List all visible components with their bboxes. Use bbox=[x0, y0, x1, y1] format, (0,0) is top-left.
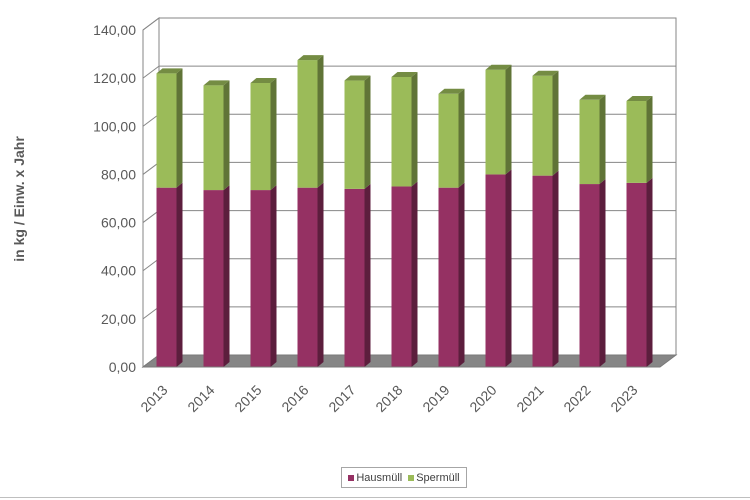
bar-spermuell bbox=[297, 60, 318, 188]
bar-side bbox=[646, 96, 653, 183]
gridline-side bbox=[142, 17, 160, 31]
bar-top bbox=[203, 80, 230, 86]
bar-side bbox=[458, 88, 465, 188]
gridline-side bbox=[142, 65, 160, 79]
bar-hausmuell bbox=[203, 190, 224, 367]
gridline-side bbox=[142, 210, 160, 223]
bar-side bbox=[176, 68, 183, 188]
x-tick-label: 2020 bbox=[466, 382, 499, 415]
bar-spermuell bbox=[485, 69, 506, 175]
bar-side bbox=[364, 183, 371, 367]
bar-hausmuell bbox=[579, 184, 600, 367]
y-tick-label: 0,00 bbox=[109, 359, 136, 375]
y-tick-label: 120,00 bbox=[93, 70, 136, 86]
bar-spermuell bbox=[579, 99, 600, 185]
bar-side bbox=[223, 80, 230, 191]
bar-spermuell bbox=[532, 75, 553, 176]
x-tick-label: 2015 bbox=[231, 382, 264, 415]
bar-hausmuell bbox=[438, 187, 459, 367]
bar-side bbox=[317, 182, 324, 367]
gridline-side bbox=[142, 162, 160, 175]
bar-side bbox=[505, 64, 512, 175]
bar-spermuell bbox=[438, 93, 459, 188]
bar-top bbox=[391, 71, 418, 77]
bar-top bbox=[438, 88, 465, 94]
bar-top bbox=[344, 75, 371, 81]
x-tick-label: 2013 bbox=[137, 382, 170, 415]
legend-swatch-hausmuell bbox=[348, 474, 355, 481]
gridline-side bbox=[142, 113, 160, 127]
bar-top bbox=[579, 94, 606, 100]
x-tick-label: 2019 bbox=[419, 382, 452, 415]
legend-swatch-spermuell bbox=[408, 474, 415, 481]
bar-hausmuell bbox=[156, 187, 177, 367]
y-tick-label: 80,00 bbox=[101, 166, 136, 182]
bar-top bbox=[156, 68, 183, 74]
bar-side bbox=[411, 181, 418, 367]
bar-spermuell bbox=[391, 76, 412, 187]
bar-side bbox=[552, 70, 559, 176]
bar-side bbox=[364, 75, 371, 189]
y-tick-label: 100,00 bbox=[93, 118, 136, 134]
x-tick-label: 2016 bbox=[278, 382, 311, 415]
y-tick-label: 60,00 bbox=[101, 215, 136, 231]
bar-side bbox=[458, 182, 465, 367]
y-tick-label: 140,00 bbox=[93, 22, 136, 38]
x-tick-label: 2021 bbox=[513, 382, 546, 415]
y-tick-label: 20,00 bbox=[101, 311, 136, 327]
legend-label-spermuell: Spermüll bbox=[416, 471, 460, 484]
bar-top bbox=[532, 70, 559, 76]
bar-side bbox=[270, 77, 277, 191]
bar-top bbox=[626, 96, 653, 102]
bar-side bbox=[505, 169, 512, 367]
bar-side bbox=[317, 55, 324, 188]
bar-hausmuell bbox=[626, 182, 647, 367]
bar-hausmuell bbox=[391, 186, 412, 367]
bar-side bbox=[176, 182, 183, 367]
legend-item-hausmuell: Hausmüll bbox=[348, 472, 402, 484]
bar-hausmuell bbox=[532, 175, 553, 367]
x-tick-label: 2017 bbox=[325, 382, 358, 415]
bar-side bbox=[223, 185, 230, 367]
bar-side bbox=[411, 71, 418, 187]
bottom-border bbox=[0, 497, 750, 498]
y-axis-label: in kg / Einw. x Jahr bbox=[11, 136, 27, 262]
legend: Hausmüll Spermüll bbox=[341, 467, 467, 488]
legend-item-spermuell: Spermüll bbox=[408, 471, 460, 484]
bar-side bbox=[552, 170, 559, 367]
gridline-side bbox=[142, 258, 160, 272]
y-tick-label: 40,00 bbox=[101, 263, 136, 279]
x-tick-label: 2023 bbox=[607, 382, 640, 415]
bar-spermuell bbox=[250, 82, 271, 191]
legend-label-hausmuell: Hausmüll bbox=[356, 471, 403, 484]
bar-hausmuell bbox=[344, 188, 365, 367]
bar-hausmuell bbox=[485, 174, 506, 367]
bar-top bbox=[250, 77, 277, 83]
gridline-side bbox=[142, 306, 160, 320]
bar-spermuell bbox=[626, 101, 647, 183]
bar-spermuell bbox=[344, 80, 365, 189]
x-tick-label: 2018 bbox=[372, 382, 405, 415]
bar-top bbox=[297, 55, 324, 61]
bar-side bbox=[599, 179, 606, 367]
bar-hausmuell bbox=[297, 187, 318, 367]
bar-spermuell bbox=[156, 73, 177, 188]
bar-hausmuell bbox=[250, 190, 271, 367]
x-tick-label: 2014 bbox=[184, 382, 217, 415]
bar-spermuell bbox=[203, 85, 224, 191]
x-tick-label: 2022 bbox=[560, 382, 593, 415]
bar-side bbox=[270, 185, 277, 367]
bar-top bbox=[485, 64, 512, 70]
bar-side bbox=[599, 94, 606, 185]
bar-side bbox=[646, 177, 653, 367]
